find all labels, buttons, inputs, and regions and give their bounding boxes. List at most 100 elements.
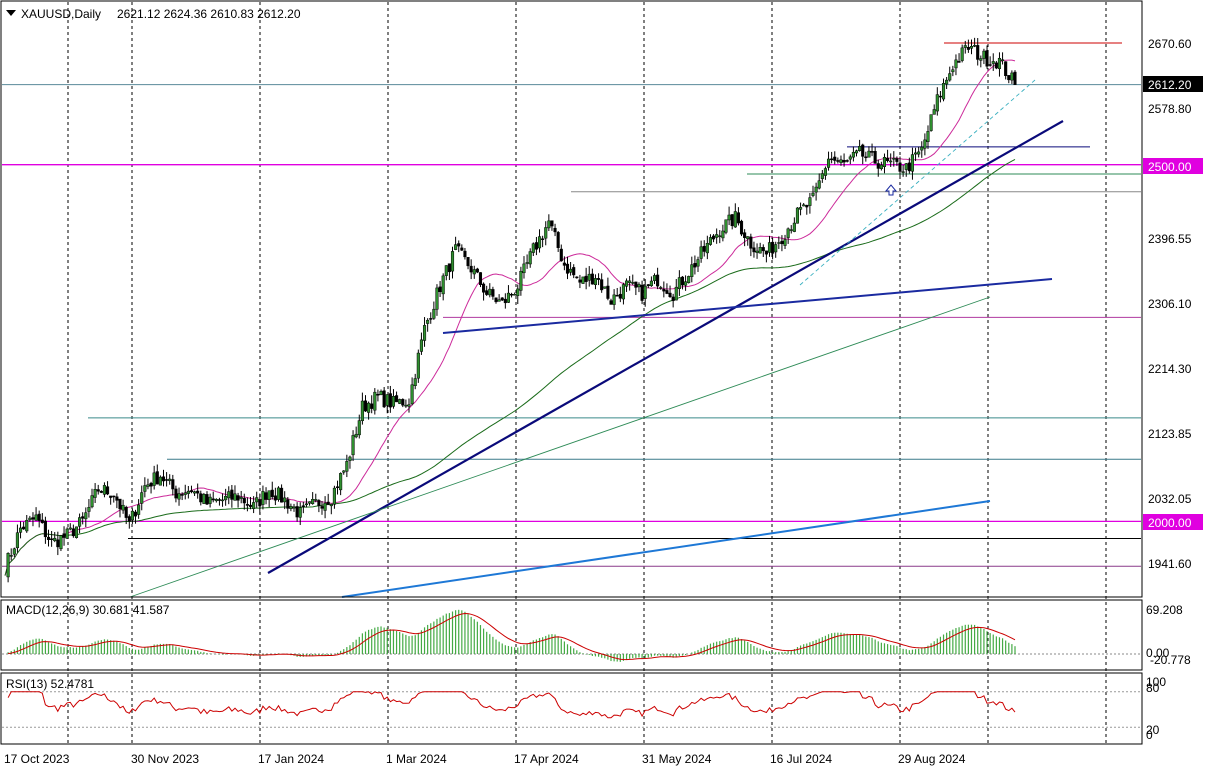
candle-body	[71, 528, 75, 537]
candle-body	[444, 265, 448, 276]
symbol-dropdown-icon[interactable]	[6, 10, 16, 16]
candle-body	[938, 95, 942, 98]
candle-body	[901, 171, 905, 173]
level-badge-2000	[1143, 514, 1203, 530]
candle-body	[895, 158, 899, 162]
candle-body	[643, 285, 647, 299]
candle-body	[28, 517, 32, 521]
up-arrow-icon	[884, 184, 898, 196]
candle-body	[140, 492, 144, 504]
candle-body	[621, 284, 625, 300]
candle-body	[506, 292, 510, 303]
candle-body	[963, 45, 967, 48]
ma-slow-line	[4, 158, 1016, 576]
candle-body	[413, 378, 417, 387]
candle-body	[152, 472, 156, 486]
candle-body	[516, 288, 520, 296]
candle-body	[519, 270, 523, 291]
candle-body	[326, 501, 330, 505]
price-tick: 2306.10	[1148, 297, 1192, 311]
candle-body	[335, 486, 340, 489]
ma-fast-line	[4, 59, 1016, 576]
candle-body	[929, 114, 933, 131]
candle-body	[311, 499, 315, 505]
current-price-badge	[1143, 76, 1203, 92]
candle-body	[90, 495, 94, 508]
candle-body	[584, 275, 588, 282]
macd-tick: -20.778	[1150, 653, 1191, 667]
candle-body	[447, 263, 451, 273]
candle-body	[376, 394, 380, 396]
macd-title: MACD(12,26,9) 30.681 41.587	[6, 603, 170, 617]
candle-body	[25, 519, 29, 532]
candle-body	[304, 503, 308, 506]
candle-body	[861, 144, 865, 157]
candle-body	[407, 404, 411, 407]
candle-body	[882, 157, 887, 167]
candle-body	[820, 173, 824, 179]
candle-body	[196, 490, 200, 494]
candle-body	[12, 548, 16, 555]
candle-body	[432, 308, 436, 319]
candle-body	[945, 79, 949, 85]
candle-body	[217, 499, 221, 501]
candle-body	[286, 499, 290, 509]
candle-body	[180, 494, 184, 496]
candle-body	[833, 156, 837, 161]
trend-line	[442, 278, 1053, 334]
chart-symbol: XAUUSD,Daily	[21, 7, 101, 21]
candle-body	[659, 287, 663, 289]
candle-body	[416, 352, 420, 379]
candle-body	[767, 242, 772, 253]
candle-body	[242, 498, 246, 504]
candle-body	[264, 492, 268, 500]
candle-body	[783, 239, 787, 246]
candle-body	[870, 151, 874, 153]
candle-body	[587, 273, 591, 281]
candle-body	[786, 228, 790, 238]
candle-body	[429, 318, 433, 320]
main-pane-border	[0, 0, 1143, 598]
price-tick: 2396.55	[1148, 232, 1192, 246]
candle-body	[165, 479, 169, 481]
candle-body	[752, 247, 756, 253]
candle-body	[615, 294, 619, 297]
candle-body	[391, 396, 396, 407]
candle-body	[696, 259, 700, 267]
candle-body	[438, 286, 442, 292]
candle-body	[482, 283, 486, 293]
candle-body	[500, 297, 504, 301]
candle-body	[985, 50, 989, 67]
candle-body	[469, 265, 473, 273]
chart-ohlc: 2621.12 2624.36 2610.83 2612.20	[117, 7, 301, 21]
candle-body	[485, 290, 489, 295]
candle-body	[441, 275, 445, 295]
candle-body	[233, 493, 237, 501]
candle-body	[522, 263, 526, 274]
candle-body	[510, 293, 514, 296]
candle-body	[401, 399, 405, 406]
candle-body	[475, 268, 479, 273]
candle-body	[102, 485, 106, 495]
candle-body	[332, 487, 336, 505]
candle-body	[954, 59, 958, 69]
candle-body	[31, 517, 35, 520]
candle-body	[631, 282, 635, 284]
candle-body	[118, 498, 122, 510]
candle-body	[46, 536, 51, 540]
candle-body	[926, 131, 930, 142]
candle-body	[6, 553, 10, 578]
candle-body	[556, 232, 560, 248]
candle-body	[671, 296, 675, 302]
candle-body	[553, 227, 557, 233]
candle-body	[53, 537, 57, 542]
candle-body	[693, 263, 697, 268]
candle-body	[121, 504, 125, 511]
candle-body	[398, 399, 402, 404]
candle-body	[718, 235, 722, 238]
candle-body	[836, 160, 840, 162]
candle-body	[457, 243, 461, 247]
candle-body	[1007, 75, 1011, 81]
candle-body	[575, 276, 579, 279]
